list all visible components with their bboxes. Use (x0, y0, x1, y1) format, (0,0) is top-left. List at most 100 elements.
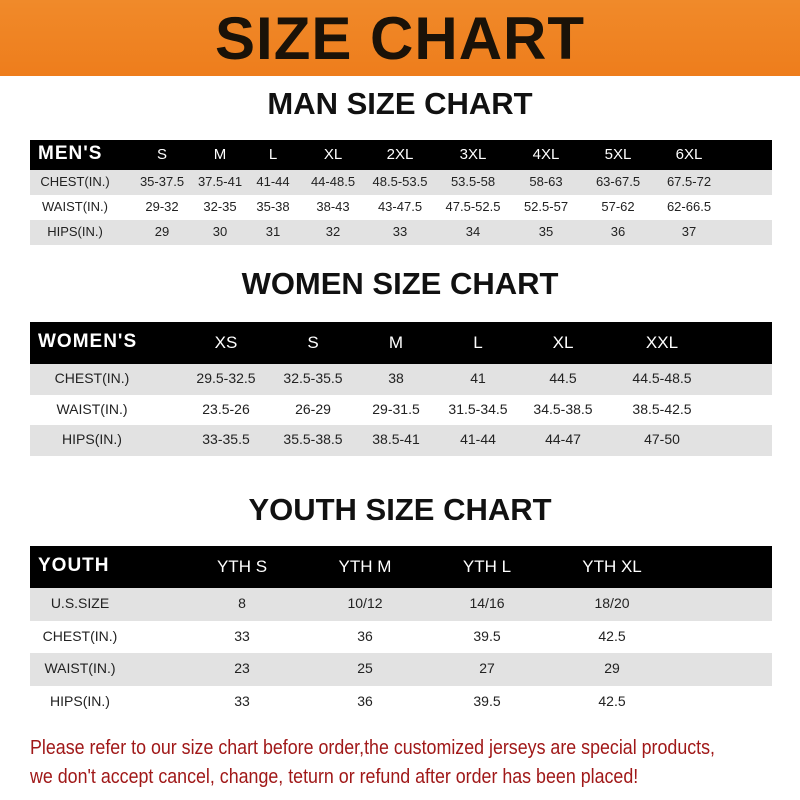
order-notice: Please refer to our size chart before or… (30, 733, 796, 791)
table-cell: 10/12 (347, 595, 383, 612)
table-cell: 23 (234, 660, 250, 677)
table-cell: 41-44 (256, 174, 290, 189)
table-cell: 32-35 (203, 199, 237, 214)
table-cell: 35 (538, 224, 554, 239)
row-label: U.S.SIZE (50, 595, 110, 612)
table-cell: 35.5-38.5 (283, 431, 343, 448)
size-column-header: S (307, 332, 319, 352)
row-label: CHEST(IN.) (42, 627, 118, 644)
table-cell: 34.5-38.5 (533, 400, 593, 417)
size-column-header: M (388, 332, 404, 352)
table-cell: 37 (681, 224, 697, 239)
table-row: CHEST(IN.) 33 36 39.5 42.5 (30, 621, 772, 654)
order-notice-line: Please refer to our size chart before or… (30, 736, 716, 759)
table-row: CHEST(IN.) 29.5-32.5 32.5-35.5 38 41 44.5 44.5… (30, 364, 772, 395)
table-row: WAIST(IN.) 23 25 27 29 (30, 653, 772, 686)
size-column-header: M (213, 145, 227, 163)
table-cell: 36 (357, 627, 373, 644)
table-cell: 33-35.5 (202, 431, 250, 448)
size-column-header: L (268, 145, 278, 163)
size-column-header: YTH M (338, 556, 392, 576)
size-column-header: 5XL (604, 145, 632, 163)
table-cell: 39.5 (473, 627, 501, 644)
table-cell: 30 (212, 224, 228, 239)
table-header: YOUTH YTH S YTH M YTH L YTH XL (30, 546, 772, 588)
size-column-header: YTH L (462, 556, 512, 576)
men-section-title: MAN SIZE CHART (267, 86, 533, 121)
table-cell: 47-50 (644, 431, 680, 448)
table-header-label: WOMEN'S (38, 331, 138, 352)
table-cell: 53.5-58 (450, 174, 496, 189)
table-cell: 38 (388, 370, 404, 387)
size-column-header: XL (323, 145, 343, 163)
table-cell: 34 (465, 224, 481, 239)
row-label: HIPS(IN.) (47, 224, 103, 239)
size-column-header: 3XL (459, 145, 487, 163)
table-cell: 44.5-48.5 (632, 370, 692, 387)
row-label: HIPS(IN.) (50, 692, 110, 709)
table-row: CHEST(IN.) 35-37.5 37.5-41 41-44 44-48.5 48.5… (30, 170, 772, 195)
size-column-header: 6XL (675, 145, 703, 163)
table-row: HIPS(IN.) 33 36 39.5 42.5 (30, 686, 772, 719)
table-cell: 25 (357, 660, 373, 677)
table-cell: 32.5-35.5 (283, 370, 343, 387)
table-cell: 27 (479, 660, 495, 677)
table-cell: 42.5 (598, 627, 626, 644)
table-cell: 26-29 (295, 400, 331, 417)
table-cell: 44.5 (549, 370, 577, 387)
table-cell: 48.5-53.5 (372, 174, 428, 189)
row-label: WAIST(IN.) (44, 660, 116, 677)
table-cell: 44-48.5 (310, 174, 356, 189)
table-cell: 32 (325, 224, 341, 239)
table-cell: 35-38 (256, 199, 290, 214)
size-column-header: 4XL (532, 145, 560, 163)
table-cell: 41 (470, 370, 486, 387)
row-label: CHEST(IN.) (54, 370, 130, 387)
row-label: WAIST(IN.) (56, 400, 128, 417)
size-column-header: L (473, 332, 483, 352)
table-cell: 29-32 (145, 199, 179, 214)
table-cell: 8 (238, 595, 246, 612)
row-label: HIPS(IN.) (62, 431, 122, 448)
table-cell: 33 (234, 627, 250, 644)
size-column-header: XXL (645, 332, 679, 352)
women-section-title: WOMEN SIZE CHART (241, 266, 559, 301)
table-header-label: YOUTH (38, 555, 110, 576)
table-header-label: MEN'S (38, 143, 103, 164)
table-cell: 29-31.5 (372, 400, 420, 417)
table-cell: 58-63 (529, 174, 563, 189)
size-column-header: 2XL (386, 145, 414, 163)
order-notice-line: we don't accept cancel, change, teturn o… (30, 765, 639, 788)
table-cell: 31.5-34.5 (448, 400, 508, 417)
table-cell: 18/20 (594, 595, 630, 612)
banner: SIZE CHART (0, 0, 800, 76)
youth-section-title: YOUTH SIZE CHART (248, 492, 552, 527)
row-label: CHEST(IN.) (40, 174, 110, 189)
table-cell: 14/16 (469, 595, 505, 612)
table-row: HIPS(IN.) 29 30 31 32 33 34 35 36 37 (30, 220, 772, 245)
table-cell: 44-47 (545, 431, 581, 448)
table-cell: 29 (154, 224, 170, 239)
banner-title: SIZE CHART (215, 5, 585, 72)
table-cell: 41-44 (460, 431, 496, 448)
table-row: HIPS(IN.) 33-35.5 35.5-38.5 38.5-41 41-44 44-… (30, 425, 772, 456)
size-column-header: S (156, 145, 168, 163)
table-cell: 38.5-41 (372, 431, 420, 448)
size-column-header: XS (214, 332, 238, 352)
table-header: WOMEN'S XS S M L XL XXL (30, 322, 772, 364)
table-cell: 29.5-32.5 (196, 370, 256, 387)
table-cell: 31 (265, 224, 281, 239)
table-cell: 33 (392, 224, 408, 239)
row-label: WAIST(IN.) (42, 199, 108, 214)
table-cell: 63-67.5 (595, 174, 641, 189)
table-cell: 38-43 (316, 199, 350, 214)
table-row: WAIST(IN.) 29-32 32-35 35-38 38-43 43-47.5 47.… (30, 195, 772, 220)
table-cell: 33 (234, 692, 250, 709)
table-cell: 52.5-57 (523, 199, 569, 214)
table-cell: 39.5 (473, 692, 501, 709)
size-column-header: XL (552, 332, 574, 352)
table-cell: 37.5-41 (197, 174, 243, 189)
size-column-header: YTH S (216, 556, 268, 576)
table-cell: 36 (610, 224, 626, 239)
table-cell: 23.5-26 (202, 400, 250, 417)
